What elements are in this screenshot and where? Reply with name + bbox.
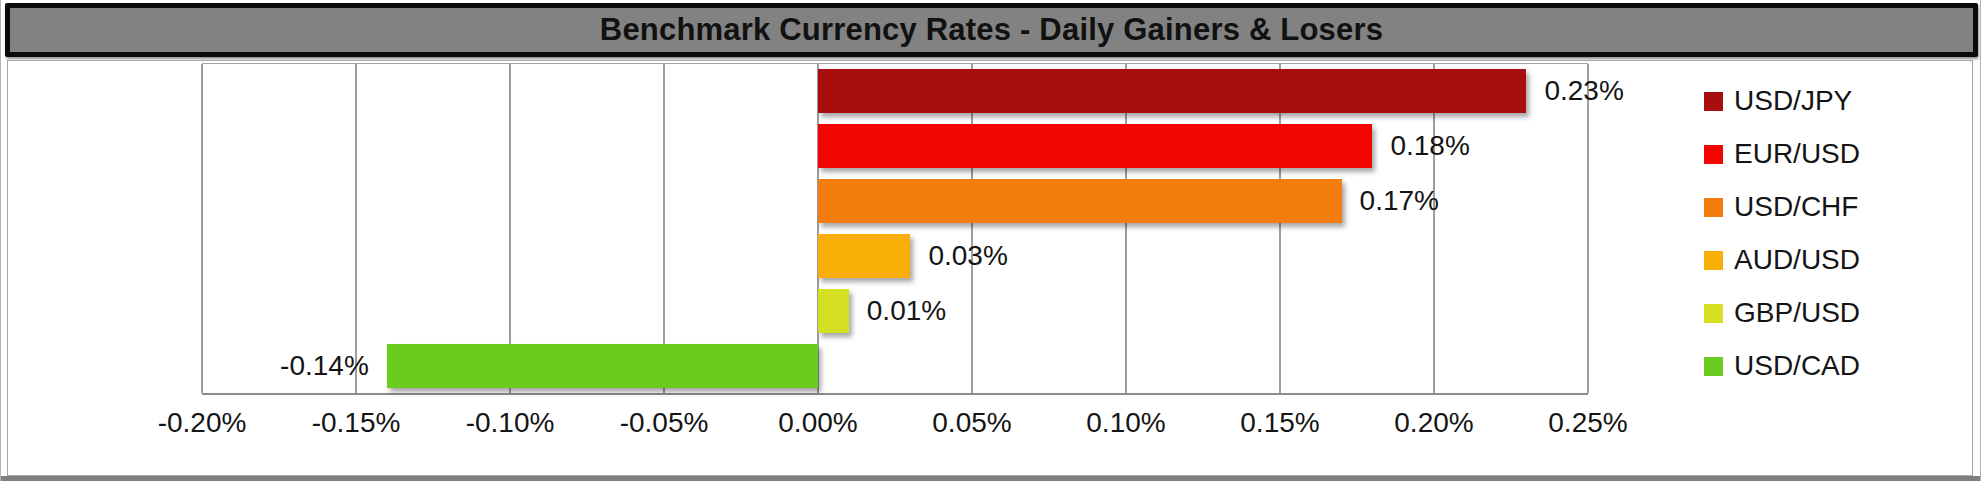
bar-aud-usd xyxy=(818,234,910,278)
legend-marker-usd-cad xyxy=(1704,357,1723,376)
x-tick-label: 0.05% xyxy=(932,407,1011,439)
legend-item-usd-cad: USD/CAD xyxy=(1704,350,1860,382)
data-label-gbp-usd: 0.01% xyxy=(867,295,946,327)
legend-label: AUD/USD xyxy=(1734,244,1860,276)
x-tick-label: -0.15% xyxy=(312,407,401,439)
x-tick-label: 0.15% xyxy=(1240,407,1319,439)
legend-item-gbp-usd: GBP/USD xyxy=(1704,297,1860,329)
data-label-usd-jpy: 0.23% xyxy=(1544,75,1623,107)
chart-canvas: Benchmark Currency Rates - Daily Gainers… xyxy=(0,0,1981,481)
legend-marker-usd-chf xyxy=(1704,198,1723,217)
plot-area: 0.23%0.18%0.17%0.03%0.01%-0.14% xyxy=(202,63,1588,395)
x-tick-label: -0.05% xyxy=(620,407,709,439)
x-tick-label: 0.20% xyxy=(1394,407,1473,439)
data-label-usd-chf: 0.17% xyxy=(1360,185,1439,217)
legend-item-usd-jpy: USD/JPY xyxy=(1704,85,1852,117)
legend-label: USD/CHF xyxy=(1734,191,1858,223)
legend-item-usd-chf: USD/CHF xyxy=(1704,191,1858,223)
data-label-usd-cad: -0.14% xyxy=(280,350,369,382)
legend-label: USD/CAD xyxy=(1734,350,1860,382)
legend-item-aud-usd: AUD/USD xyxy=(1704,244,1860,276)
data-label-eur-usd: 0.18% xyxy=(1390,130,1469,162)
gridline xyxy=(1587,64,1589,393)
bar-usd-jpy xyxy=(818,69,1526,113)
bar-usd-cad xyxy=(387,344,818,388)
legend-item-eur-usd: EUR/USD xyxy=(1704,138,1860,170)
gridline xyxy=(201,64,203,393)
legend-marker-eur-usd xyxy=(1704,145,1723,164)
legend-label: EUR/USD xyxy=(1734,138,1860,170)
chart-title: Benchmark Currency Rates - Daily Gainers… xyxy=(600,12,1383,48)
x-tick-label: -0.10% xyxy=(466,407,555,439)
gridline xyxy=(355,64,357,393)
x-tick-label: -0.20% xyxy=(158,407,247,439)
data-label-aud-usd: 0.03% xyxy=(928,240,1007,272)
bar-usd-chf xyxy=(818,179,1342,223)
legend-marker-aud-usd xyxy=(1704,251,1723,270)
legend-label: USD/JPY xyxy=(1734,85,1852,117)
legend-marker-usd-jpy xyxy=(1704,92,1723,111)
x-tick-label: 0.00% xyxy=(778,407,857,439)
bottom-frame-band xyxy=(1,476,1981,481)
legend-marker-gbp-usd xyxy=(1704,304,1723,323)
legend-label: GBP/USD xyxy=(1734,297,1860,329)
chart-title-banner: Benchmark Currency Rates - Daily Gainers… xyxy=(5,3,1978,57)
bar-eur-usd xyxy=(818,124,1372,168)
x-tick-label: 0.25% xyxy=(1548,407,1627,439)
bar-gbp-usd xyxy=(818,289,849,333)
x-tick-label: 0.10% xyxy=(1086,407,1165,439)
